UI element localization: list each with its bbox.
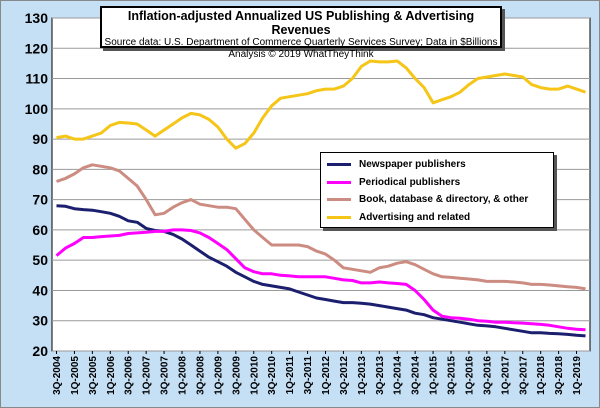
x-tick-label: 3Q-2009 [231,356,242,395]
x-tick-label: 3Q-2006 [124,356,135,395]
legend-swatch [327,180,351,184]
legend-swatch [327,163,351,167]
x-tick-label: 3Q-2008 [195,356,206,395]
x-tick-label: 1Q-2019 [572,356,583,395]
y-tick-label: 70 [32,192,48,208]
chart-subtitle: Source data: U.S. Department of Commerce… [104,37,498,48]
x-tick-label: 1Q-2005 [70,356,81,395]
x-tick-label: 3Q-2017 [518,356,529,395]
x-axis-tick-labels: 3Q-2004 1Q-2005 3Q-2005 1Q-2006 3Q-2006 1Q-20… [52,351,583,395]
series-lines [55,59,586,338]
series-line-0 [56,204,586,338]
x-tick-label: 1Q-2011 [285,356,296,395]
x-tick-label: 3Q-2007 [160,356,171,395]
x-tick-label: 3Q-2014 [411,356,422,395]
legend-swatch [327,215,351,219]
x-tick-label: 3Q-2011 [303,356,314,395]
x-tick-label: 1Q-2010 [249,356,260,395]
series-line-1 [55,228,586,332]
x-tick-label: 3Q-2015 [447,356,458,395]
legend-item-newspaper: Newspaper publishers [327,156,547,174]
x-tick-label: 3Q-2018 [554,356,565,395]
y-tick-label: 100 [25,101,49,117]
x-tick-label: 3Q-2013 [375,356,386,395]
x-tick-label: 1Q-2014 [393,356,404,395]
chart-title-box: Inflation-adjusted Annualized US Publish… [100,6,502,60]
y-tick-label: 20 [32,343,48,359]
y-tick-label: 40 [32,282,48,298]
y-tick-label: 30 [32,313,48,329]
y-tick-label: 130 [25,10,49,26]
chart-title: Inflation-adjusted Annualized US Publish… [127,9,475,37]
legend-swatch [327,198,351,202]
chart-credit: Analysis © 2019 WhatTheyThink [228,49,374,60]
y-axis-tick-labels: 20 30 40 50 60 70 80 90 100 110 120 130 [25,10,49,359]
gridlines [52,17,590,352]
legend-label: Book, database & directory, & other [359,194,529,206]
x-tick-label: 3Q-2010 [267,356,278,395]
x-tick-label: 3Q-2004 [52,356,63,395]
legend-label: Newspaper publishers [359,159,466,171]
x-tick-label: 3Q-2005 [88,356,99,395]
y-tick-label: 50 [32,252,48,268]
x-tick-label: 1Q-2015 [429,356,440,395]
legend-label: Periodical publishers [359,176,461,188]
x-tick-label: 1Q-2007 [142,356,153,395]
x-tick-label: 1Q-2013 [357,356,368,395]
x-tick-label: 1Q-2012 [321,356,332,395]
series-line-2 [56,163,586,291]
y-tick-label: 120 [25,40,49,56]
x-tick-label: 1Q-2016 [464,356,475,395]
x-tick-label: 1Q-2018 [536,356,547,395]
y-tick-label: 110 [25,71,48,87]
x-tick-label: 3Q-2016 [482,356,493,395]
y-tick-label: 90 [32,131,48,147]
x-tick-label: 1Q-2008 [178,356,189,395]
y-tick-label: 80 [32,161,48,177]
x-tick-label: 3Q-2012 [339,356,350,395]
x-tick-label: 1Q-2006 [106,356,117,395]
legend: Newspaper publishers Periodical publishe… [320,152,554,228]
x-tick-label: 1Q-2017 [500,356,511,395]
series-line-3 [56,59,586,150]
legend-item-book: Book, database & directory, & other [327,191,547,209]
legend-item-advertising: Advertising and related [327,209,547,227]
legend-label: Advertising and related [359,211,471,223]
x-tick-label: 1Q-2009 [213,356,224,395]
legend-item-periodical: Periodical publishers [327,174,547,192]
y-tick-label: 60 [32,222,48,238]
